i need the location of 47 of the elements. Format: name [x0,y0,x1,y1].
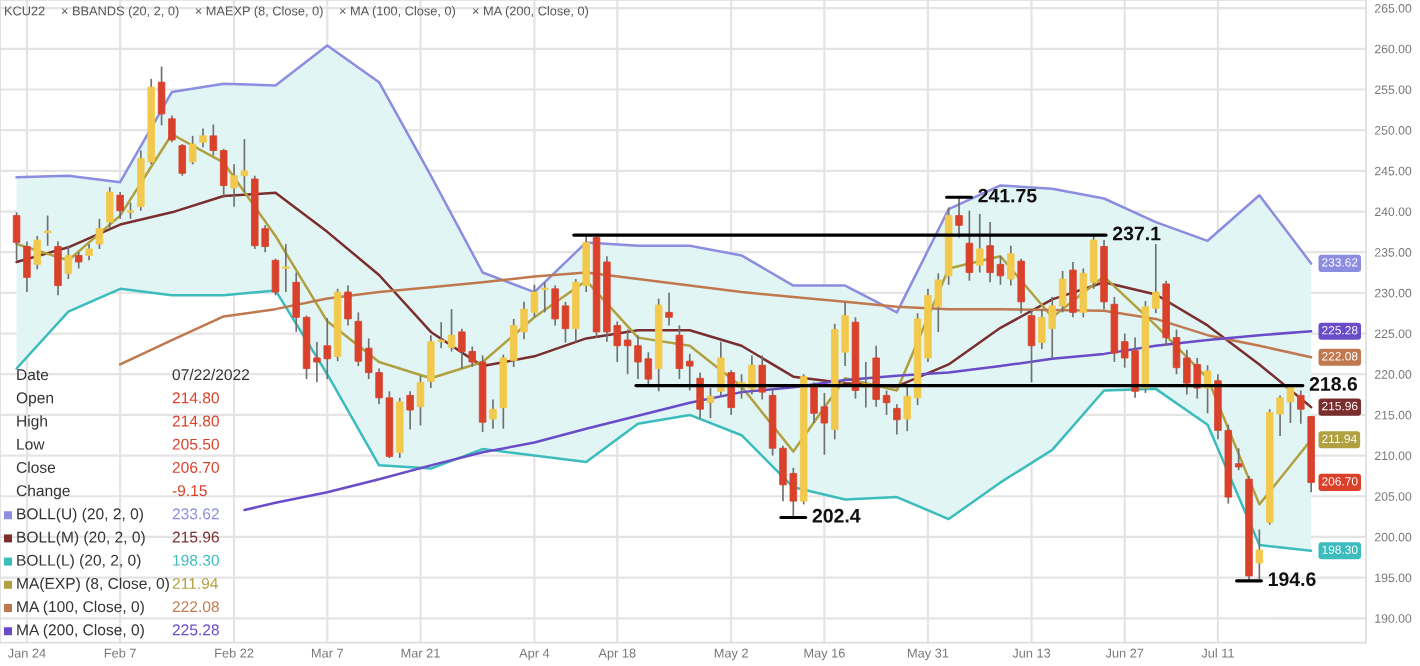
candlestick [1007,244,1015,287]
candlestick [976,213,984,274]
candlestick [727,369,735,416]
candlestick [43,214,52,247]
candlestick [95,218,104,250]
line-series [15,132,1313,506]
candlestick [271,257,280,297]
candlestick [965,209,974,282]
candlestick [178,143,187,177]
line-series [15,287,1313,553]
candlestick [1255,528,1264,581]
candlestick [1017,257,1025,315]
candlestick [717,340,725,398]
candlestick [1069,261,1077,319]
candlestick [955,196,963,239]
candlestick [696,371,704,419]
candlestick [168,114,176,144]
candlestick [54,240,62,297]
ref-line-label: 241.75 [978,188,1037,203]
candlestick [406,390,414,431]
candlestick [106,186,114,230]
ref-line-label: 237.1 [1112,226,1161,241]
candlestick [1027,308,1036,384]
line-series [15,191,1313,409]
candlestick [188,135,197,166]
candlestick [157,65,166,127]
candlestick [489,398,497,430]
candlestick [23,240,31,293]
candlestick [282,243,290,293]
candlestick [344,284,352,327]
candlestick [758,354,766,401]
ref-line-label: 218.6 [1309,377,1358,391]
candlestick [199,127,207,149]
candlestick [893,403,901,436]
candlestick [706,387,715,419]
line-series [15,44,1313,314]
candlestick [416,375,425,427]
candlestick [116,191,124,220]
candlestick [541,281,549,314]
ref-line-label: 202.4 [812,508,861,523]
candlestick [64,244,73,280]
candlestick [665,292,673,327]
candlestick [33,235,42,271]
candlestick [1203,364,1212,415]
ref-line-label: 194.6 [1268,572,1316,587]
candlestick [1297,389,1305,425]
candlestick [12,211,21,262]
